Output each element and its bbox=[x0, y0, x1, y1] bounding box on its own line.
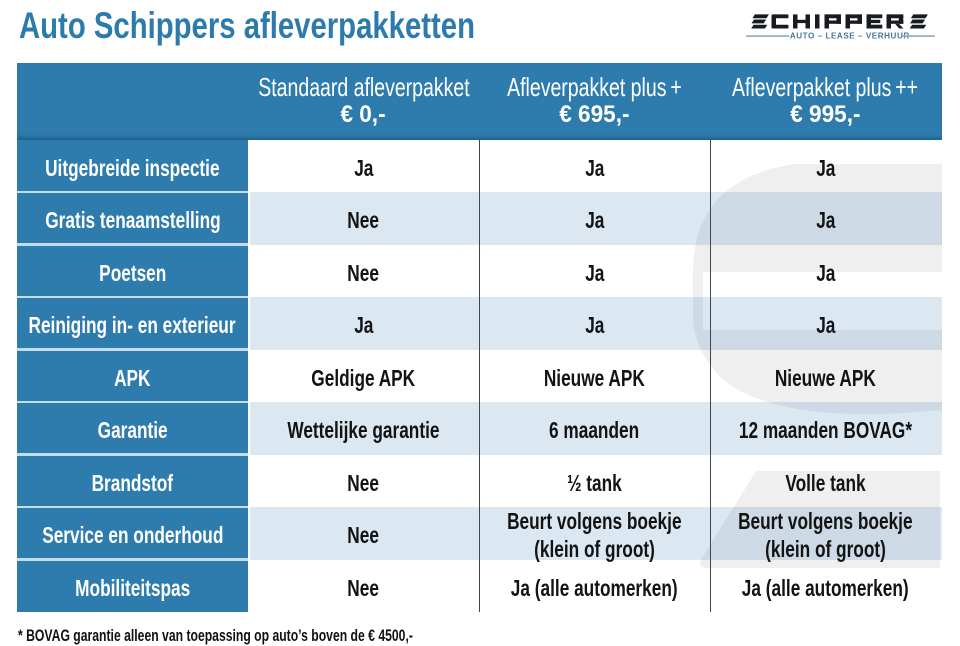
svg-text:AUTO – LEASE – VERHUUR: AUTO – LEASE – VERHUUR bbox=[790, 32, 910, 41]
